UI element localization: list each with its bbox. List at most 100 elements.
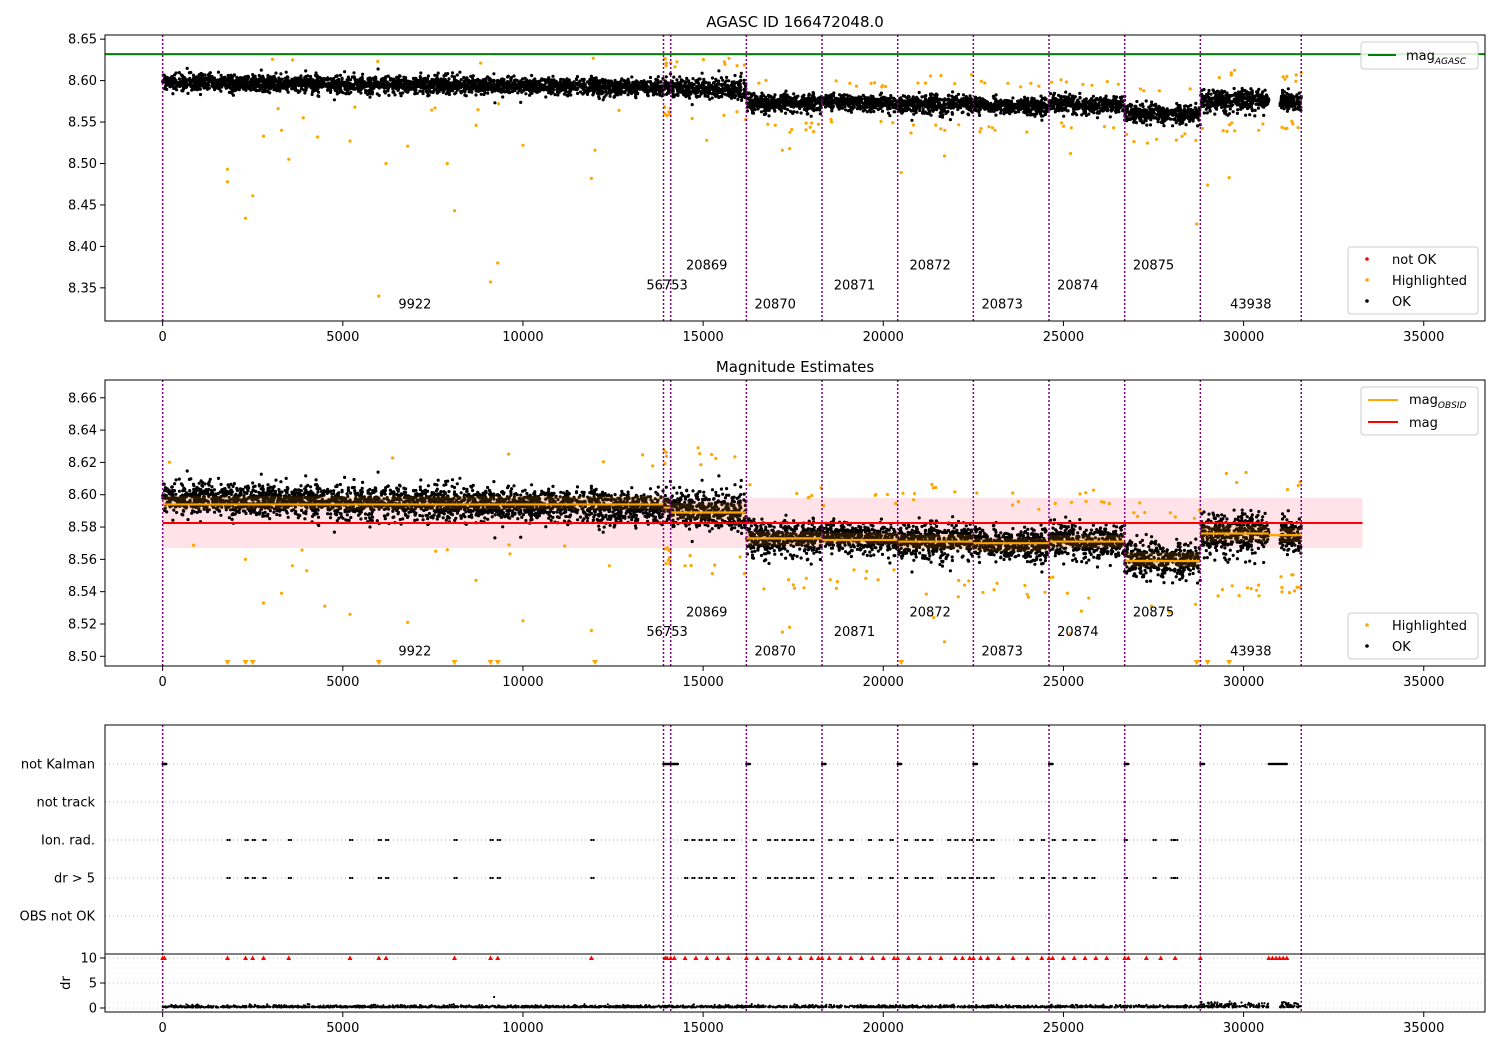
- highlighted-point: [1280, 590, 1284, 594]
- highlighted-point: [243, 557, 248, 562]
- panel2-legend-top: magOBSID mag: [1360, 386, 1479, 436]
- y-tick-label: 8.45: [68, 198, 97, 213]
- highlighted-point: [1112, 126, 1116, 130]
- highlighted-point: [912, 498, 916, 502]
- highlighted-point: [884, 84, 888, 89]
- panel1-legend-top: magAGASC: [1360, 41, 1479, 70]
- highlighted-point: [1084, 491, 1088, 495]
- panel3-frame: [104, 724, 1486, 1013]
- highlighted-point: [690, 116, 694, 121]
- panel3-axes: not Kalman not track Ion. rad. dr > 5 OBS no…: [20, 758, 1445, 1037]
- highlighted-point: [243, 216, 248, 220]
- ok-points: [161, 66, 1303, 128]
- highlighted-point: [1295, 585, 1299, 589]
- highlighted-point: [762, 587, 766, 591]
- highlighted-point: [251, 194, 255, 198]
- x-tick-label: 20000: [863, 330, 904, 345]
- dr-clipped-marker: [1158, 955, 1164, 960]
- highlighted-point: [434, 549, 438, 553]
- highlighted-point: [1102, 500, 1106, 504]
- highlighted-point: [1025, 130, 1029, 134]
- panel1-legend-bottom: not OK Highlighted OK: [1347, 246, 1479, 315]
- x-tick-label: 15000: [682, 1021, 723, 1036]
- highlighted-point: [1168, 511, 1172, 515]
- panel1-overlay: 9922 56753 20869 20870 20871 20872 20873 20874 2…: [105, 35, 1485, 321]
- highlighted-point: [742, 572, 747, 576]
- dr-clipped-marker: [869, 955, 875, 960]
- highlighted-point: [497, 102, 501, 106]
- x-tick-label: 20000: [863, 675, 904, 690]
- clipped-marker: [898, 660, 905, 665]
- highlighted-point: [1221, 129, 1225, 133]
- highlighted-point: [723, 62, 727, 66]
- highlighted-point: [1292, 589, 1297, 593]
- y-tick-label: 8.55: [68, 116, 97, 131]
- highlighted-point: [1010, 503, 1015, 507]
- highlighted-point: [953, 82, 957, 86]
- highlighted-point: [1233, 129, 1237, 133]
- dr-clipped-marker: [1082, 955, 1088, 960]
- highlighted-point: [1245, 586, 1249, 590]
- highlighted-point: [1249, 587, 1253, 591]
- dr-clipped-marker: [452, 955, 458, 960]
- dr-clipped-marker: [859, 955, 865, 960]
- highlighted-point: [668, 549, 672, 553]
- highlighted-point: [589, 176, 594, 180]
- highlighted-point: [953, 490, 957, 494]
- highlighted-point: [804, 121, 808, 125]
- clipped-marker: [224, 660, 231, 665]
- highlighted-point: [1230, 121, 1234, 125]
- dr-clipped-marker: [725, 955, 731, 960]
- dr-clipped-marker: [905, 955, 911, 960]
- highlighted-point: [666, 558, 670, 562]
- highlighted-point: [1237, 594, 1241, 598]
- highlighted-point: [384, 161, 388, 166]
- highlighted-point: [932, 615, 936, 620]
- highlighted-point: [1011, 491, 1015, 495]
- highlighted-point: [1285, 126, 1289, 130]
- y-tick-label: 8.40: [68, 240, 97, 255]
- highlighted-point: [701, 58, 706, 62]
- highlighted-point: [1281, 75, 1285, 79]
- highlighted-point: [854, 84, 859, 88]
- panel2-overlay: 9922 56753 20869 20870 20871 20872 20873 20874 2…: [161, 380, 1363, 666]
- x-tick-label: 10000: [502, 675, 543, 690]
- dr-clipped-marker: [161, 955, 167, 960]
- highlighted-point: [892, 568, 896, 572]
- highlighted-point: [1195, 222, 1199, 226]
- legend-marker-not-ok: [1365, 257, 1369, 261]
- dr-clipped-marker: [927, 955, 933, 960]
- highlighted-point: [430, 108, 434, 112]
- highlighted-point: [791, 583, 795, 587]
- highlighted-point: [1229, 73, 1233, 77]
- x-tick-label: 0: [159, 330, 167, 345]
- highlighted-point: [1233, 68, 1237, 72]
- highlighted-point: [664, 61, 668, 65]
- dr-clipped-marker: [1122, 955, 1128, 960]
- highlighted-point: [865, 569, 869, 573]
- x-tick-label: 15000: [682, 675, 723, 690]
- highlighted-point: [1136, 514, 1140, 518]
- y-tick-label: 8.56: [68, 553, 97, 568]
- dr-clipped-marker: [1093, 955, 1099, 960]
- highlighted-point: [1261, 122, 1265, 126]
- flag-label: not track: [36, 796, 95, 811]
- highlighted-point: [452, 209, 457, 213]
- dr-clipped-marker: [1273, 955, 1279, 960]
- highlighted-point: [1116, 82, 1120, 86]
- highlighted-point: [348, 612, 352, 616]
- highlighted-point: [476, 108, 480, 112]
- highlighted-point: [956, 595, 960, 599]
- x-tick-label: 5000: [326, 1021, 359, 1036]
- dr-clipped-marker: [1269, 955, 1275, 960]
- flag-label: OBS not OK: [20, 910, 96, 925]
- highlighted-point: [191, 543, 196, 548]
- highlighted-point: [1053, 501, 1057, 506]
- x-tick-label: 25000: [1043, 675, 1084, 690]
- highlighted-point: [869, 81, 873, 85]
- highlighted-point: [280, 128, 284, 132]
- dr-clipped-marker: [1143, 955, 1149, 960]
- highlighted-point: [975, 491, 979, 495]
- highlighted-point: [521, 619, 525, 623]
